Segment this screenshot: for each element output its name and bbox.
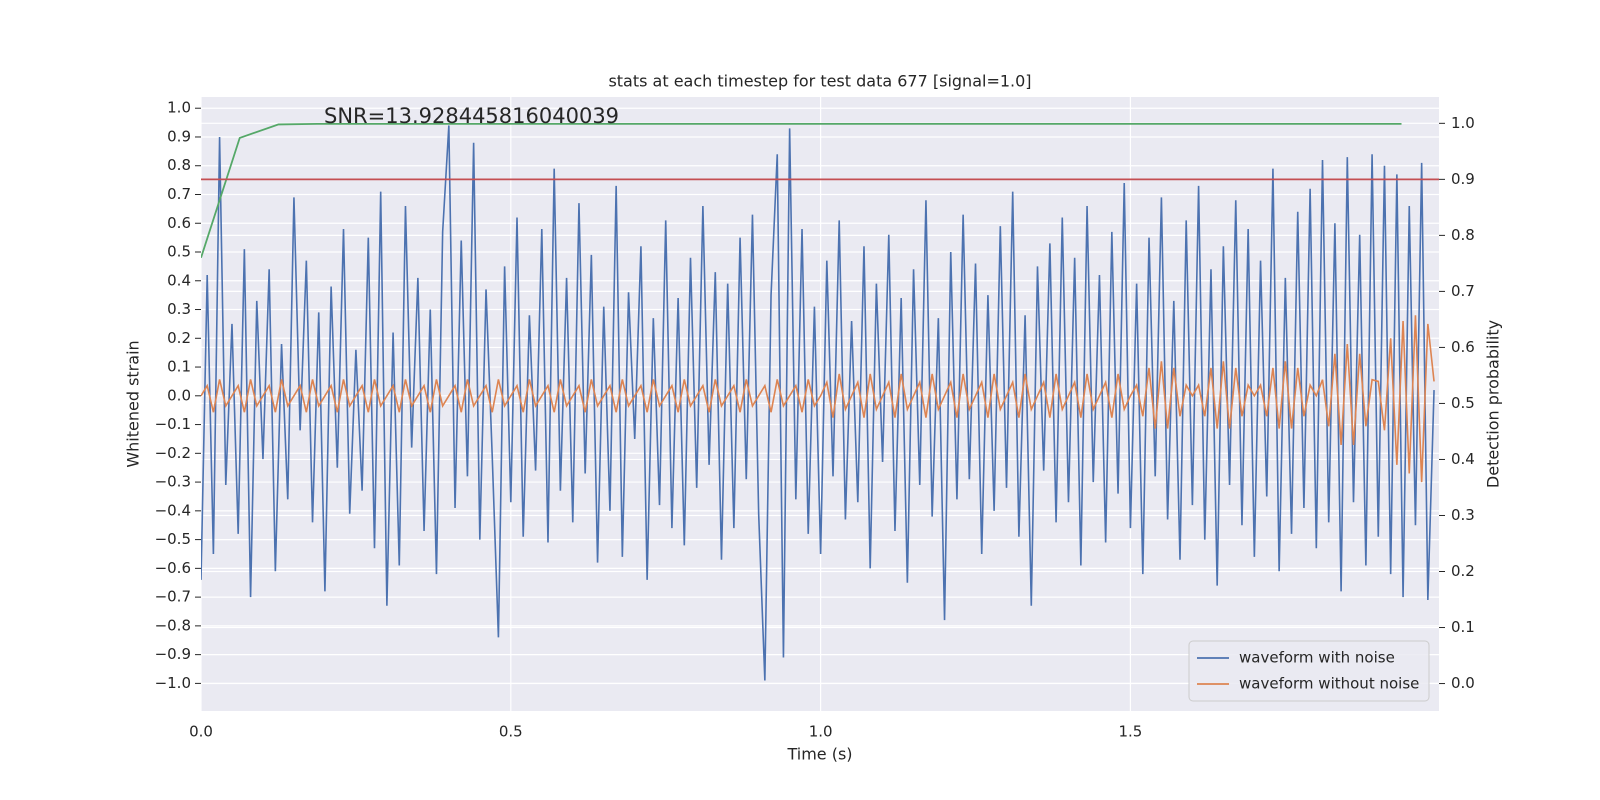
y-tick-label: 0.2 bbox=[167, 329, 191, 347]
y-tick-label: −0.1 bbox=[155, 415, 191, 433]
marks bbox=[201, 122, 1439, 681]
y2-tick-label: 0.6 bbox=[1451, 338, 1475, 356]
y2-tick-label: 0.1 bbox=[1451, 618, 1475, 636]
y-tick-label: −0.3 bbox=[155, 473, 191, 491]
legend-box bbox=[1188, 640, 1430, 702]
y-tick-label: 0.4 bbox=[167, 271, 191, 289]
y-tick-label: −0.2 bbox=[155, 444, 191, 462]
y-axis-label: Whitened strain bbox=[124, 340, 143, 467]
y-tick-label: 0.5 bbox=[167, 243, 191, 261]
y2-tick-label: 0.5 bbox=[1451, 394, 1475, 412]
x-tick-label: 1.5 bbox=[1118, 723, 1142, 741]
y-tick-label: 0.1 bbox=[167, 358, 191, 376]
y-tick-label: −1.0 bbox=[155, 674, 191, 692]
y-tick-label: 0.8 bbox=[167, 156, 191, 174]
detection-line bbox=[201, 122, 1402, 259]
y-tick-label: −0.5 bbox=[155, 530, 191, 548]
x-tick-label: 1.0 bbox=[809, 723, 833, 741]
y2-tick-label: 1.0 bbox=[1451, 114, 1475, 132]
y-tick-label: 0.3 bbox=[167, 300, 191, 318]
y-tick-label: −0.9 bbox=[155, 645, 191, 663]
y2-tick-label: 0.3 bbox=[1451, 506, 1475, 524]
y-tick-label: −0.6 bbox=[155, 559, 191, 577]
y2-axis-label: Detection probability bbox=[1484, 320, 1503, 488]
legend: waveform with noise waveform without nois… bbox=[1188, 640, 1430, 702]
y2-tick-label: 0.7 bbox=[1451, 282, 1475, 300]
y2-tick-label: 0.9 bbox=[1451, 170, 1475, 188]
series-line bbox=[201, 125, 1435, 681]
legend-label: waveform without noise bbox=[1239, 675, 1419, 693]
x-axis-label: Time (s) bbox=[786, 745, 852, 764]
y-tick-label: −0.7 bbox=[155, 588, 191, 606]
series-line bbox=[201, 315, 1435, 483]
y-tick-label: −0.8 bbox=[155, 616, 191, 634]
y2-tick-label: 0.2 bbox=[1451, 562, 1475, 580]
annotation: SNR=13.928445816040039 bbox=[324, 104, 619, 128]
y-tick-label: 0.9 bbox=[167, 127, 191, 145]
y2-tick-label: 0.8 bbox=[1451, 226, 1475, 244]
y-tick-label: 1.0 bbox=[167, 99, 191, 117]
y2-tick-label: 0.4 bbox=[1451, 450, 1475, 468]
labels: 0.0 0.5 1.0 1.5 −1.0 −0.9 −0.8 −0.7 −0.6 −0.5 −0.4… bbox=[155, 99, 1475, 741]
chart-title: stats at each timestep for test data 677… bbox=[608, 72, 1031, 91]
y-tick-label: 0.0 bbox=[167, 386, 191, 404]
x-tick-label: 0.5 bbox=[499, 723, 523, 741]
y-tick-label: 0.6 bbox=[167, 214, 191, 232]
y-tick-label: 0.7 bbox=[167, 185, 191, 203]
x-tick-label: 0.0 bbox=[189, 723, 213, 741]
legend-label: waveform with noise bbox=[1239, 649, 1395, 667]
y-tick-label: −0.4 bbox=[155, 501, 191, 519]
y2-tick-label: 0.0 bbox=[1451, 674, 1475, 692]
